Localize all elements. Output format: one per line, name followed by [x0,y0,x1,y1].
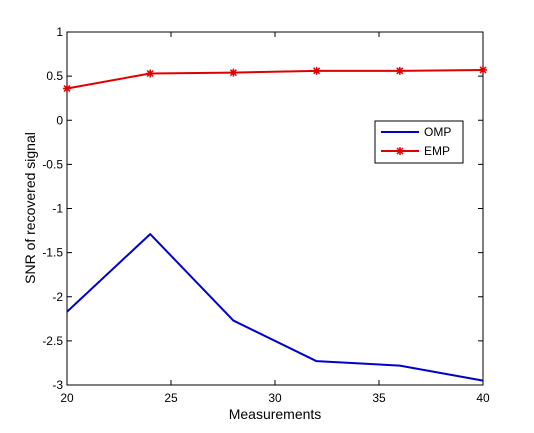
data-point-emp [395,66,404,75]
legend-box [374,120,464,164]
legend-emp-marker [396,147,404,155]
y-tick-label: -1.5 [42,246,63,260]
y-tick-label: -0.5 [42,157,63,171]
series-layer [63,65,487,382]
data-point-emp [479,65,487,74]
y-tick-label: -2.5 [42,334,63,348]
x-tick-label: 35 [372,391,386,405]
y-tick-label: -2 [52,290,63,304]
legend-omp-label: OMP [424,125,451,139]
y-tick-label: 0 [56,113,63,127]
axis-tick-labels: 20 25 30 35 40 1 0.5 0 -0.5 -1 -1.5 -2 -2.5 -3 [42,25,490,405]
y-tick-label: 0.5 [46,69,63,83]
data-point-emp [146,69,155,78]
x-tick-label: 30 [268,391,282,405]
axis-ticks [66,31,484,386]
data-point-emp [229,68,238,77]
x-tick-label: 40 [476,391,490,405]
y-tick-label: -1 [52,202,63,216]
series-line-emp [66,68,484,90]
y-axis-label: SNR of recovered signal [22,132,38,284]
y-tick-label: 1 [56,25,63,39]
data-point-emp [63,84,71,93]
x-tick-label: 25 [164,391,178,405]
x-tick-label: 20 [60,391,74,405]
x-axis-label: Measurements [229,406,322,422]
legend: OMP EMP [374,120,464,164]
legend-star-marker [396,147,404,155]
y-tick-label: -3 [52,378,63,392]
series-line-omp [66,233,484,382]
plot-area [66,31,484,386]
legend-emp-label: EMP [424,144,450,158]
data-point-emp [312,66,321,75]
